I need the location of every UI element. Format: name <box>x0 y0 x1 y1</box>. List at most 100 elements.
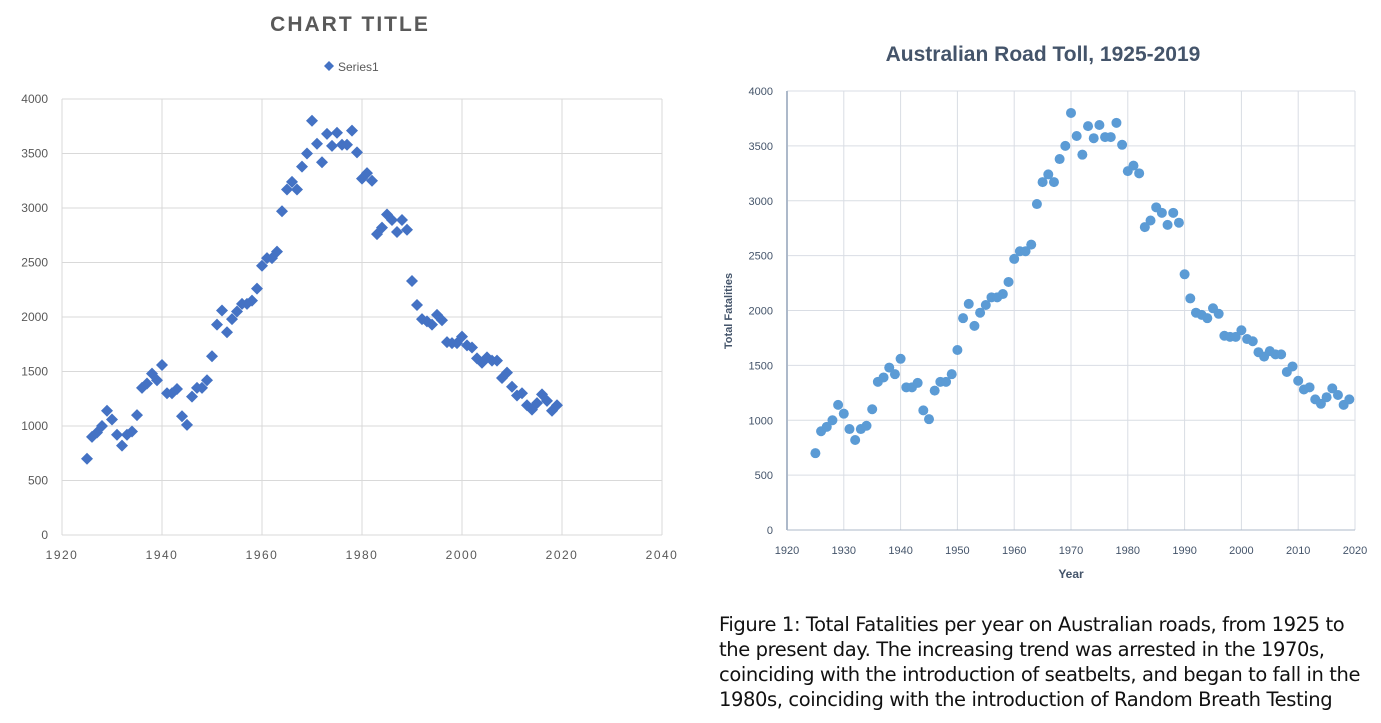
data-point <box>1276 349 1287 360</box>
data-point <box>316 156 328 169</box>
data-point <box>81 452 93 465</box>
x-tick-label: 2020 <box>1343 545 1367 557</box>
data-point <box>131 409 143 422</box>
x-tick-label: 2040 <box>646 548 679 562</box>
y-tick-label: 500 <box>28 474 48 488</box>
y-tick-label: 3000 <box>749 196 773 208</box>
data-point <box>366 174 378 187</box>
data-point <box>889 369 900 380</box>
data-point <box>1003 276 1014 287</box>
x-tick-label: 1930 <box>832 545 856 557</box>
data-point <box>391 225 403 238</box>
data-point <box>918 405 929 416</box>
data-point <box>196 381 208 394</box>
x-tick-label: 2000 <box>446 548 479 562</box>
data-point <box>251 282 263 295</box>
data-point <box>436 314 448 327</box>
data-point <box>301 147 313 160</box>
data-point <box>912 377 923 388</box>
data-point <box>1185 293 1196 304</box>
y-tick-label: 2500 <box>749 251 773 263</box>
data-point <box>171 382 183 395</box>
y-tick-label: 0 <box>41 528 48 542</box>
data-point <box>176 410 188 423</box>
data-point <box>271 245 283 258</box>
y-tick-label: 1000 <box>749 415 773 427</box>
x-tick-label: 2000 <box>1229 545 1253 557</box>
data-point <box>506 380 518 393</box>
data-point <box>306 114 318 127</box>
x-tick-label: 1950 <box>945 545 969 557</box>
data-point <box>1139 222 1150 233</box>
data-point <box>1156 207 1167 218</box>
data-point <box>929 385 940 396</box>
y-tick-label: 2500 <box>21 256 48 270</box>
data-point <box>1009 253 1020 264</box>
data-point <box>1213 308 1224 319</box>
data-point <box>201 374 213 387</box>
data-point <box>106 413 118 426</box>
x-tick-label: 1980 <box>346 548 379 562</box>
y-tick-label: 1000 <box>21 419 48 433</box>
data-point <box>286 175 298 188</box>
data-point <box>326 139 338 152</box>
data-point <box>946 369 957 380</box>
data-point <box>541 394 553 407</box>
data-point <box>341 138 353 151</box>
data-point <box>406 275 418 288</box>
data-point <box>1230 331 1241 342</box>
data-point <box>156 358 168 371</box>
data-point <box>221 326 233 339</box>
data-point <box>1321 392 1332 403</box>
data-point <box>551 399 563 412</box>
x-tick-label: 1940 <box>146 548 179 562</box>
data-point <box>1315 398 1326 409</box>
data-point <box>941 376 952 387</box>
data-point <box>1173 217 1184 228</box>
data-point <box>101 404 113 417</box>
data-point <box>1247 336 1258 347</box>
data-point <box>531 397 543 410</box>
data-point <box>1054 154 1065 165</box>
data-point <box>211 318 223 331</box>
x-tick-label: 1960 <box>246 548 279 562</box>
data-point <box>141 377 153 390</box>
data-point <box>311 137 323 150</box>
data-point <box>1134 168 1145 179</box>
data-point <box>1105 132 1116 143</box>
data-point <box>1236 325 1247 336</box>
x-tick-label: 2020 <box>546 548 579 562</box>
data-point <box>386 213 398 226</box>
data-point <box>827 415 838 426</box>
data-point <box>1332 390 1343 401</box>
data-point <box>1111 117 1122 128</box>
data-point <box>376 221 388 234</box>
data-point <box>878 372 889 383</box>
data-point <box>116 439 128 452</box>
data-point <box>291 183 303 196</box>
data-point <box>1083 121 1094 132</box>
data-point <box>1037 177 1048 188</box>
data-point <box>1293 375 1304 386</box>
y-tick-label: 3500 <box>21 147 48 161</box>
data-point <box>1168 207 1179 218</box>
y-axis-title: Total Fatalities <box>723 273 735 349</box>
data-point <box>1031 199 1042 210</box>
data-point <box>206 350 218 363</box>
data-point <box>491 354 503 367</box>
data-point <box>810 448 821 459</box>
x-tick-label: 1980 <box>1116 545 1140 557</box>
data-point <box>1344 394 1355 405</box>
data-point <box>111 428 123 441</box>
data-point <box>186 390 198 403</box>
data-point <box>833 399 844 410</box>
x-tick-label: 1970 <box>1059 545 1083 557</box>
x-tick-label: 1960 <box>1002 545 1026 557</box>
data-point <box>126 425 138 438</box>
data-point <box>246 294 258 307</box>
data-point <box>1179 269 1190 280</box>
data-point <box>980 300 991 311</box>
data-point <box>321 127 333 140</box>
y-tick-label: 1500 <box>21 365 48 379</box>
